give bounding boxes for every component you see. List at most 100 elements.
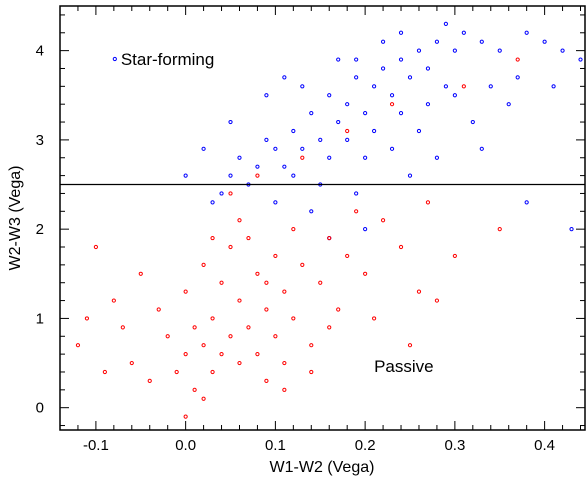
passive-point xyxy=(398,244,404,250)
passive-point xyxy=(228,191,233,196)
star-forming-point xyxy=(380,66,386,71)
passive-point xyxy=(282,387,287,392)
star-forming-point xyxy=(479,39,484,44)
star-forming-point xyxy=(300,84,305,89)
passive-point xyxy=(452,253,457,259)
star-forming-point xyxy=(398,30,404,35)
passive-point xyxy=(201,262,206,267)
passive-point xyxy=(291,227,296,232)
passive-point xyxy=(372,316,377,321)
passive-point xyxy=(93,244,98,250)
x-tick-label: 0.0 xyxy=(175,437,196,454)
passive-point xyxy=(327,235,332,241)
passive-point xyxy=(219,352,224,357)
passive-point xyxy=(219,280,224,285)
passive-point xyxy=(201,343,206,348)
star-forming-point xyxy=(318,137,323,142)
passive-point xyxy=(336,307,341,312)
star-forming-point xyxy=(389,93,395,98)
x-tick-label: 0.1 xyxy=(265,437,286,454)
star-forming-point xyxy=(237,155,242,160)
passive-point xyxy=(156,307,161,312)
passive-point xyxy=(461,84,466,89)
passive-point xyxy=(309,343,314,348)
star-forming-point xyxy=(354,57,359,62)
star-forming-point xyxy=(416,128,422,134)
passive-point xyxy=(201,396,206,401)
passive-point xyxy=(228,244,233,250)
star-forming-point xyxy=(560,48,565,53)
star-forming-annotation: Star-forming xyxy=(121,50,215,69)
y-tick-label: 1 xyxy=(36,310,44,327)
passive-point xyxy=(147,378,152,384)
passive-point xyxy=(345,128,350,134)
passive-point xyxy=(291,316,296,321)
passive-point xyxy=(237,360,242,366)
star-forming-point xyxy=(479,146,484,151)
passive-point xyxy=(75,343,81,348)
star-forming-point xyxy=(398,57,404,62)
x-tick-label: 0.4 xyxy=(534,437,555,454)
passive-point xyxy=(327,325,332,330)
y-tick-label: 0 xyxy=(36,400,44,417)
passive-point xyxy=(210,369,215,375)
star-forming-point xyxy=(354,75,359,80)
passive-point xyxy=(389,102,395,107)
star-forming-point xyxy=(363,111,368,116)
passive-point xyxy=(515,57,520,62)
plot-frame xyxy=(59,5,586,431)
passive-point xyxy=(264,280,269,285)
star-forming-point xyxy=(398,111,404,116)
x-tick-label: 0.2 xyxy=(355,437,376,454)
star-forming-point xyxy=(578,57,583,62)
star-forming-point xyxy=(434,39,440,44)
passive-point xyxy=(120,325,125,330)
star-forming-point xyxy=(407,173,413,178)
passive-point xyxy=(273,253,278,259)
passive-point xyxy=(407,343,413,348)
passive-point xyxy=(129,360,134,366)
star-forming-point xyxy=(201,146,206,151)
passive-point xyxy=(255,271,260,276)
star-forming-point xyxy=(497,48,502,53)
y-tick-label: 2 xyxy=(36,221,44,238)
star-forming-point xyxy=(291,173,296,178)
star-forming-point xyxy=(282,164,287,169)
passive-point xyxy=(138,271,143,276)
star-forming-point xyxy=(345,102,350,107)
star-forming-point xyxy=(425,102,431,107)
star-forming-point xyxy=(425,66,431,71)
star-forming-point xyxy=(210,200,215,205)
star-forming-point xyxy=(389,146,395,151)
passive-point xyxy=(246,235,251,241)
star-forming-point xyxy=(264,137,269,142)
star-forming-point xyxy=(488,84,493,89)
star-forming-point xyxy=(291,128,296,134)
star-forming-point xyxy=(228,119,233,125)
star-forming-point xyxy=(336,119,341,125)
passive-point xyxy=(183,289,188,294)
star-forming-point xyxy=(542,39,547,44)
star-forming-point xyxy=(524,200,529,205)
star-forming-point xyxy=(515,75,520,80)
passive-point xyxy=(192,387,197,392)
star-forming-point xyxy=(443,21,448,26)
star-forming-point xyxy=(183,173,188,178)
star-forming-point xyxy=(452,93,457,98)
star-forming-point xyxy=(461,30,466,35)
passive-point xyxy=(380,218,386,223)
passive-point xyxy=(237,218,242,223)
star-forming-point xyxy=(363,227,368,232)
star-forming-point xyxy=(300,146,305,151)
star-forming-point xyxy=(363,155,368,160)
star-forming-point xyxy=(551,84,556,89)
star-forming-point xyxy=(416,48,422,53)
star-forming-point xyxy=(452,48,457,53)
star-forming-point xyxy=(309,111,314,116)
star-forming-point xyxy=(228,173,233,178)
star-forming-point xyxy=(255,164,260,169)
y-axis-label: W2-W3 (Vega) xyxy=(7,166,24,271)
passive-point xyxy=(210,235,215,241)
star-forming-point xyxy=(273,146,278,151)
